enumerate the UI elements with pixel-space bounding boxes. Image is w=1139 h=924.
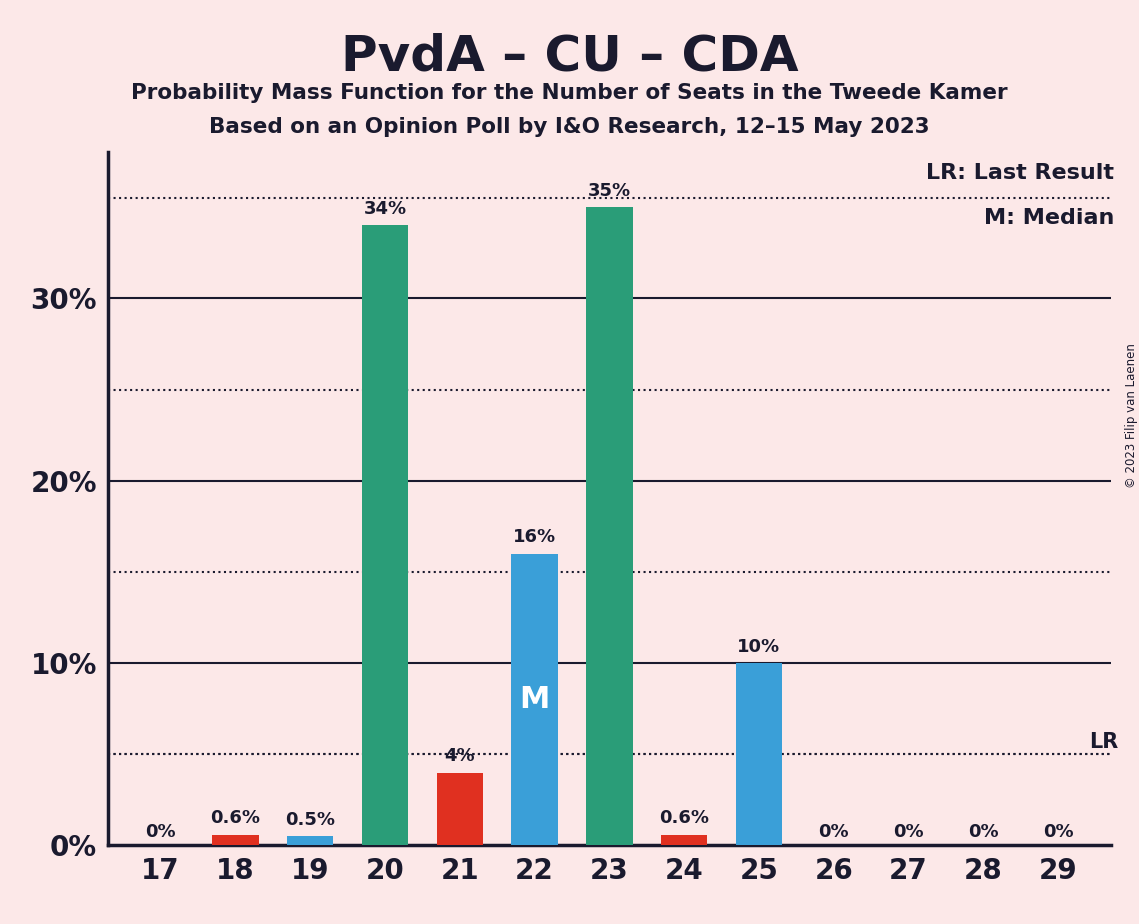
- Text: M: Median: M: Median: [984, 208, 1114, 228]
- Text: 4%: 4%: [444, 748, 475, 765]
- Text: M: M: [519, 685, 550, 714]
- Text: 0%: 0%: [968, 823, 999, 841]
- Text: Probability Mass Function for the Number of Seats in the Tweede Kamer: Probability Mass Function for the Number…: [131, 83, 1008, 103]
- Text: LR: LR: [1089, 733, 1118, 752]
- Text: 34%: 34%: [363, 201, 407, 218]
- Text: © 2023 Filip van Laenen: © 2023 Filip van Laenen: [1124, 344, 1138, 488]
- Bar: [661, 834, 707, 845]
- Bar: [362, 225, 408, 845]
- Text: 0.6%: 0.6%: [659, 809, 710, 827]
- Text: 10%: 10%: [737, 638, 780, 656]
- Text: LR: Last Result: LR: Last Result: [926, 163, 1114, 183]
- Bar: [436, 772, 483, 845]
- Text: Based on an Opinion Poll by I&O Research, 12–15 May 2023: Based on an Opinion Poll by I&O Research…: [210, 117, 929, 138]
- Bar: [511, 553, 558, 845]
- Text: PvdA – CU – CDA: PvdA – CU – CDA: [341, 32, 798, 80]
- Text: 0.5%: 0.5%: [285, 811, 335, 829]
- Text: 0.6%: 0.6%: [211, 809, 261, 827]
- Text: 16%: 16%: [513, 529, 556, 546]
- Bar: [287, 836, 334, 845]
- Bar: [587, 207, 632, 845]
- Text: 0%: 0%: [146, 823, 175, 841]
- Bar: [736, 663, 782, 845]
- Text: 0%: 0%: [819, 823, 849, 841]
- Text: 0%: 0%: [1043, 823, 1073, 841]
- Text: 35%: 35%: [588, 182, 631, 200]
- Text: 0%: 0%: [893, 823, 924, 841]
- Bar: [212, 834, 259, 845]
